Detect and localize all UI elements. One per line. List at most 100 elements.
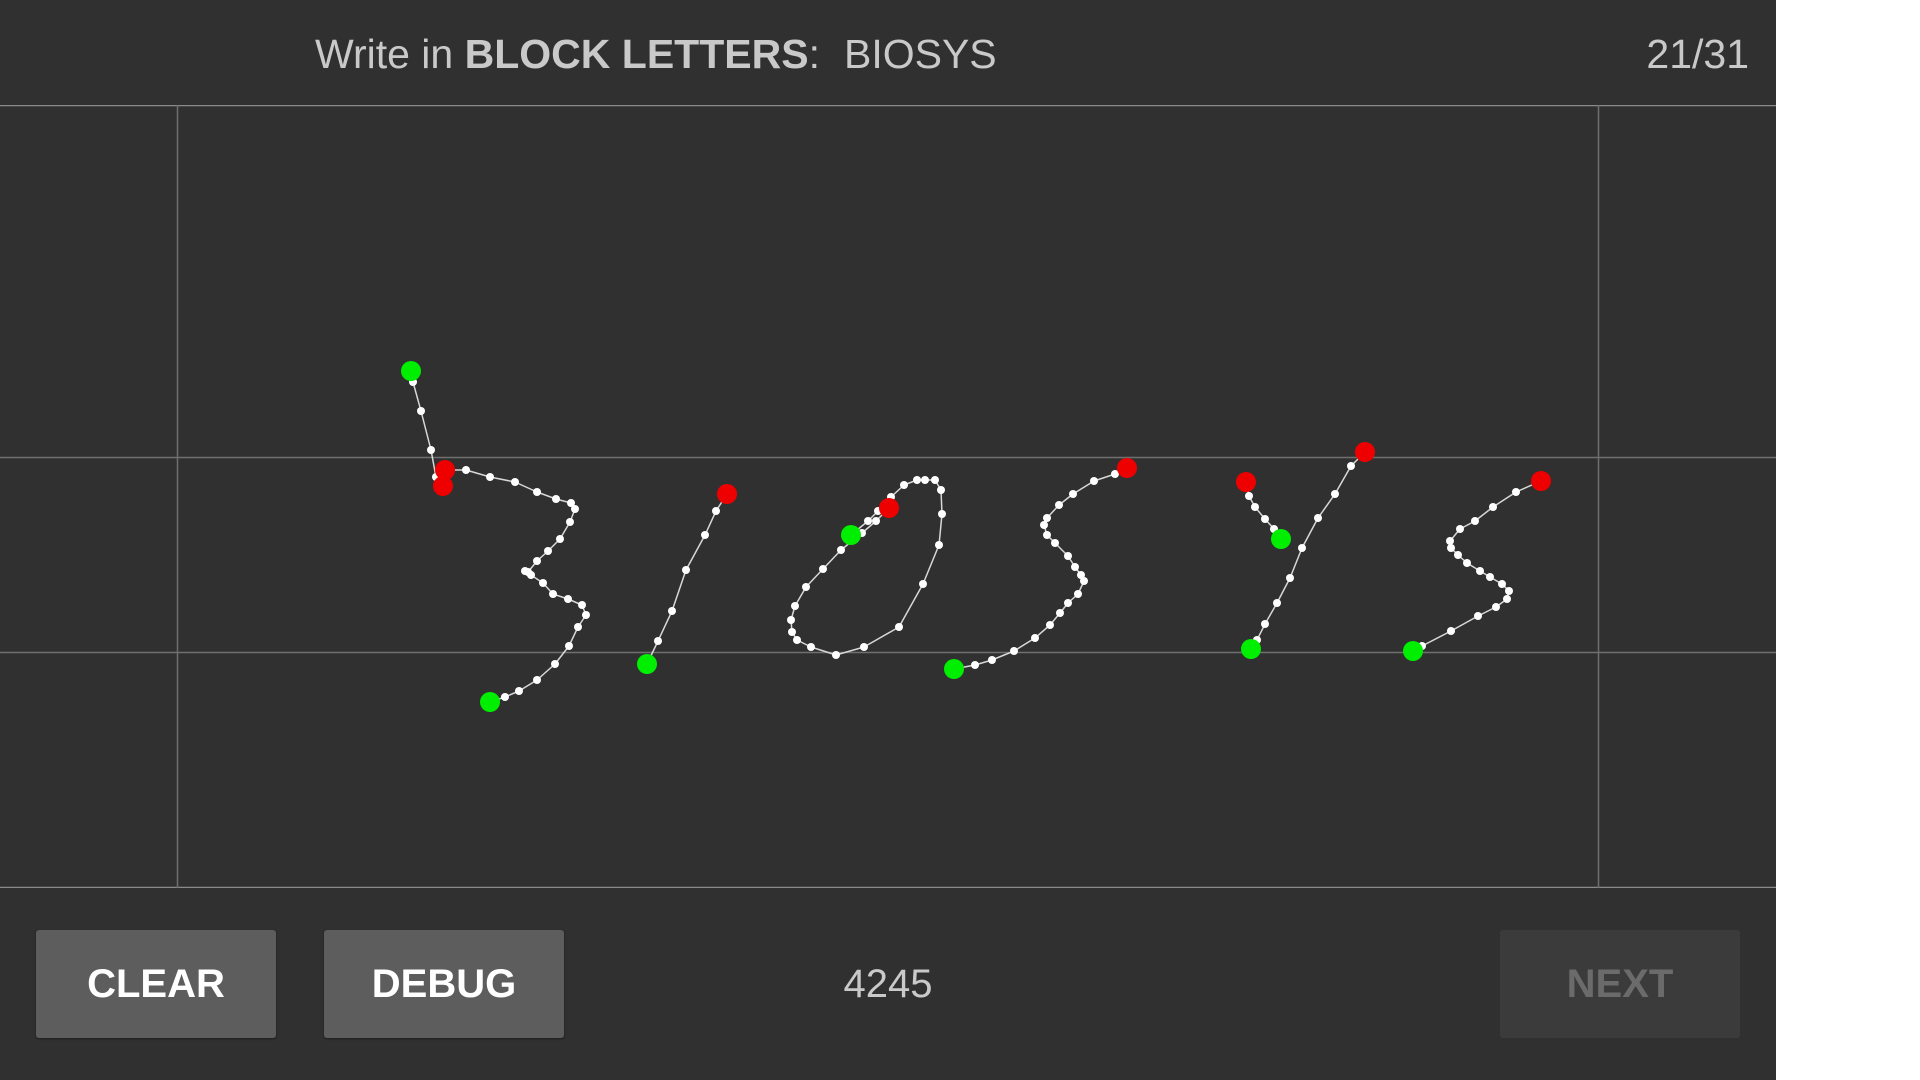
sample-point bbox=[895, 623, 903, 631]
sample-point bbox=[1046, 621, 1054, 629]
stroke-end-point bbox=[879, 498, 899, 518]
debug-button[interactable]: DEBUG bbox=[324, 930, 564, 1038]
sample-point bbox=[919, 580, 927, 588]
sample-point bbox=[552, 495, 560, 503]
sample-point bbox=[1456, 525, 1464, 533]
sample-point bbox=[1056, 609, 1064, 617]
sample-point bbox=[1474, 612, 1482, 620]
sample-point bbox=[527, 571, 535, 579]
stroke-end-point bbox=[1531, 471, 1551, 491]
sample-point bbox=[1064, 552, 1072, 560]
sample-point bbox=[935, 541, 943, 549]
stroke-path bbox=[1250, 451, 1366, 650]
sample-point bbox=[832, 651, 840, 659]
sample-point bbox=[1347, 462, 1355, 470]
sample-point bbox=[1040, 521, 1048, 529]
sample-point bbox=[582, 611, 590, 619]
sample-point bbox=[1051, 539, 1059, 547]
stroke-path bbox=[1412, 480, 1542, 652]
sample-point bbox=[988, 656, 996, 664]
prompt-prefix: Write in bbox=[315, 31, 454, 77]
sample-point bbox=[791, 602, 799, 610]
sample-point bbox=[864, 517, 872, 525]
sample-point bbox=[1069, 490, 1077, 498]
sample-point bbox=[1486, 573, 1494, 581]
sample-point bbox=[1471, 517, 1479, 525]
sample-point bbox=[1071, 563, 1079, 571]
sample-point bbox=[486, 473, 494, 481]
sample-point bbox=[462, 466, 470, 474]
sample-point bbox=[921, 476, 929, 484]
sample-point bbox=[1505, 587, 1513, 595]
sample-point bbox=[427, 446, 435, 454]
sample-point bbox=[701, 531, 709, 539]
sample-point bbox=[1251, 503, 1259, 511]
sample-point bbox=[668, 607, 676, 615]
sample-point bbox=[1454, 551, 1462, 559]
sample-point bbox=[837, 546, 845, 554]
stroke-end-point bbox=[1355, 442, 1375, 462]
score-value: 4245 bbox=[843, 962, 933, 1006]
stroke-start-point bbox=[1271, 529, 1291, 549]
sample-point bbox=[501, 693, 509, 701]
sample-point bbox=[544, 547, 552, 555]
stroke-start-point bbox=[637, 654, 657, 674]
sample-point bbox=[1010, 647, 1018, 655]
canvas-svg[interactable] bbox=[0, 105, 1776, 888]
target-word: BIOSYS bbox=[843, 31, 997, 77]
sample-point bbox=[1064, 599, 1072, 607]
sample-point bbox=[515, 687, 523, 695]
sample-point bbox=[1111, 470, 1119, 478]
sample-point bbox=[1077, 571, 1085, 579]
stroke-2-b bbox=[435, 460, 590, 712]
stroke-start-point bbox=[401, 361, 421, 381]
stroke-end-point bbox=[717, 484, 737, 504]
sample-point bbox=[1080, 577, 1088, 585]
sample-point bbox=[549, 590, 557, 598]
writing-canvas[interactable] bbox=[0, 105, 1776, 888]
next-button[interactable]: NEXT bbox=[1500, 930, 1740, 1038]
sample-point bbox=[1498, 580, 1506, 588]
stroke-8-s bbox=[1403, 471, 1551, 661]
sample-point bbox=[1489, 503, 1497, 511]
stroke-end-point bbox=[433, 476, 453, 496]
sample-point bbox=[1492, 603, 1500, 611]
footer-bar: CLEAR DEBUG 4245 NEXT bbox=[0, 888, 1776, 1080]
sample-point bbox=[556, 535, 564, 543]
sample-point bbox=[787, 616, 795, 624]
sample-point bbox=[793, 636, 801, 644]
sample-point bbox=[533, 557, 541, 565]
stroke-end-point bbox=[1117, 458, 1137, 478]
stroke-start-point bbox=[944, 659, 964, 679]
sample-point bbox=[567, 499, 575, 507]
sample-point bbox=[937, 486, 945, 494]
sample-point bbox=[654, 637, 662, 645]
clear-button[interactable]: CLEAR bbox=[36, 930, 276, 1038]
sample-point bbox=[1476, 567, 1484, 575]
stroke-start-point bbox=[841, 525, 861, 545]
stroke-end-point bbox=[1236, 472, 1256, 492]
sample-point bbox=[571, 505, 579, 513]
sample-point bbox=[1298, 544, 1306, 552]
sample-point bbox=[938, 510, 946, 518]
prompt-colon: : bbox=[808, 31, 820, 77]
sample-point bbox=[565, 642, 573, 650]
sample-point bbox=[802, 583, 810, 591]
sample-point bbox=[913, 476, 921, 484]
sample-point bbox=[1331, 490, 1339, 498]
stroke-path bbox=[790, 479, 943, 656]
stroke-end-point bbox=[435, 460, 455, 480]
stroke-4-o bbox=[787, 476, 946, 659]
sample-point bbox=[860, 643, 868, 651]
sample-point bbox=[971, 661, 979, 669]
sample-point bbox=[1090, 477, 1098, 485]
sample-point bbox=[1447, 544, 1455, 552]
sample-point bbox=[682, 566, 690, 574]
sample-point bbox=[1043, 514, 1051, 522]
sample-point bbox=[1245, 492, 1253, 500]
stroke-7-y bbox=[1241, 442, 1375, 659]
sample-point bbox=[1074, 590, 1082, 598]
sample-point bbox=[574, 623, 582, 631]
sample-point bbox=[533, 676, 541, 684]
sample-point bbox=[1043, 531, 1051, 539]
